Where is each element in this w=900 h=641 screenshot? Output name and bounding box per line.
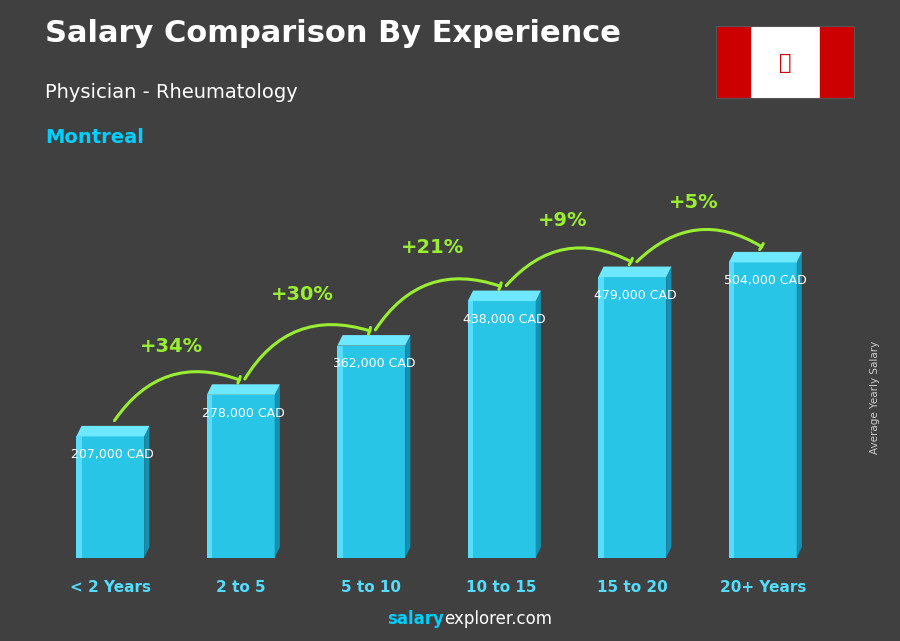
Text: Average Yearly Salary: Average Yearly Salary	[869, 341, 880, 454]
Text: Physician - Rheumatology: Physician - Rheumatology	[45, 83, 298, 103]
Text: 207,000 CAD: 207,000 CAD	[71, 448, 154, 461]
Polygon shape	[598, 277, 666, 558]
Bar	[751, 26, 820, 99]
Text: +5%: +5%	[669, 193, 718, 212]
Polygon shape	[338, 335, 410, 345]
Text: 278,000 CAD: 278,000 CAD	[202, 406, 284, 420]
Polygon shape	[729, 262, 734, 558]
Text: salary: salary	[387, 610, 444, 628]
Polygon shape	[76, 437, 144, 558]
Polygon shape	[76, 426, 149, 437]
Bar	[716, 26, 751, 99]
Polygon shape	[207, 395, 212, 558]
Text: 5 to 10: 5 to 10	[341, 580, 401, 595]
Polygon shape	[76, 437, 82, 558]
Polygon shape	[207, 385, 280, 395]
Polygon shape	[666, 267, 671, 558]
Text: 🍁: 🍁	[779, 53, 791, 73]
Polygon shape	[729, 262, 796, 558]
Text: 10 to 15: 10 to 15	[466, 580, 537, 595]
Bar	[820, 26, 855, 99]
Text: 362,000 CAD: 362,000 CAD	[333, 357, 415, 370]
Polygon shape	[274, 385, 280, 558]
Text: Montreal: Montreal	[45, 128, 144, 147]
Polygon shape	[598, 267, 671, 277]
Text: 2 to 5: 2 to 5	[216, 580, 266, 595]
Text: 15 to 20: 15 to 20	[597, 580, 668, 595]
Polygon shape	[468, 301, 473, 558]
Polygon shape	[338, 345, 343, 558]
Text: +30%: +30%	[271, 285, 334, 304]
Polygon shape	[405, 335, 410, 558]
Text: +34%: +34%	[140, 337, 203, 356]
Polygon shape	[729, 252, 802, 262]
Polygon shape	[468, 290, 541, 301]
Polygon shape	[338, 345, 405, 558]
Text: 504,000 CAD: 504,000 CAD	[724, 274, 806, 287]
Polygon shape	[144, 426, 149, 558]
Text: 479,000 CAD: 479,000 CAD	[593, 289, 676, 302]
Text: 20+ Years: 20+ Years	[720, 580, 806, 595]
Text: Salary Comparison By Experience: Salary Comparison By Experience	[45, 19, 621, 48]
Text: +9%: +9%	[538, 211, 588, 229]
Polygon shape	[536, 290, 541, 558]
Polygon shape	[598, 277, 604, 558]
Text: 438,000 CAD: 438,000 CAD	[463, 313, 545, 326]
Polygon shape	[207, 395, 274, 558]
Text: < 2 Years: < 2 Years	[70, 580, 151, 595]
Polygon shape	[796, 252, 802, 558]
Polygon shape	[468, 301, 536, 558]
Text: explorer.com: explorer.com	[444, 610, 552, 628]
Text: +21%: +21%	[401, 238, 464, 256]
